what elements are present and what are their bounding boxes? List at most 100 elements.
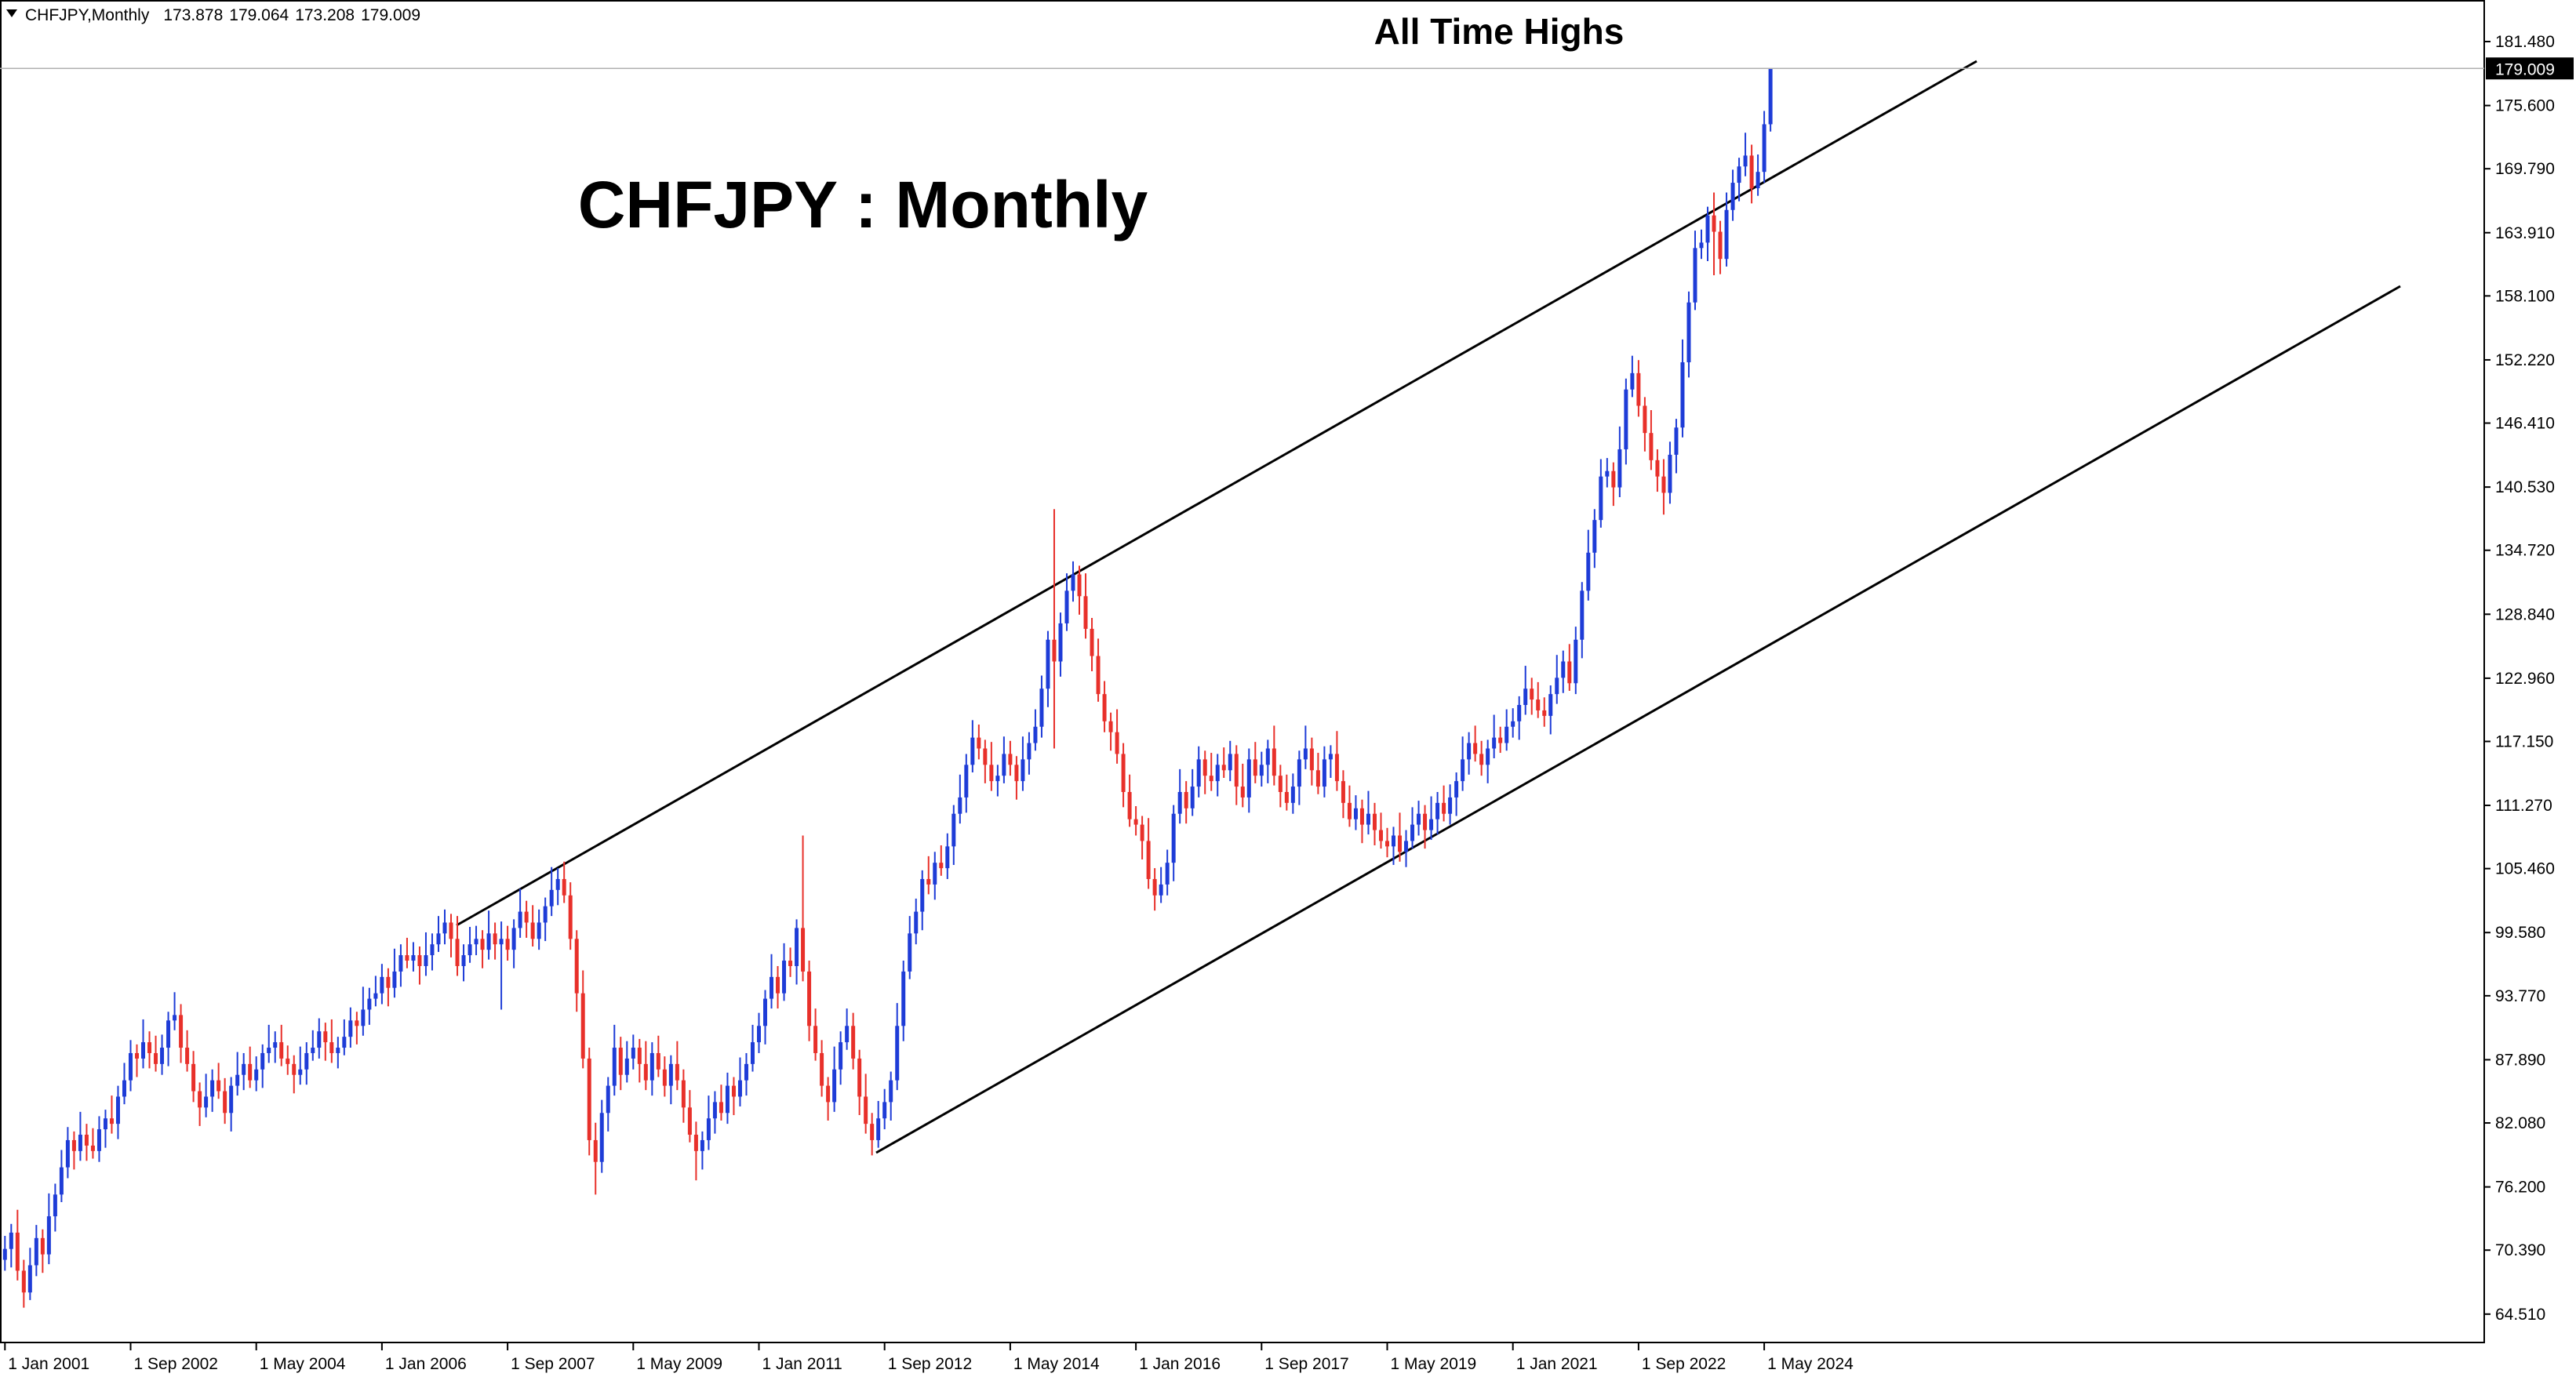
candle-body [1052, 639, 1057, 662]
candle-body [1090, 628, 1094, 656]
candle-body [373, 993, 378, 999]
candle-body [135, 1052, 140, 1059]
y-tick-label: 134.720 [2495, 542, 2555, 560]
candle-body [1417, 813, 1421, 825]
candle-body [731, 1085, 736, 1097]
candle-body [945, 846, 950, 869]
x-tick-label: 1 Sep 2007 [511, 1355, 595, 1373]
y-tick-label: 64.510 [2495, 1306, 2545, 1324]
candle-body [90, 1145, 95, 1151]
candle-body [958, 797, 962, 814]
candle-body [1039, 688, 1044, 727]
candle-body [84, 1135, 89, 1146]
candle-body [1768, 68, 1773, 125]
candle-body [449, 922, 453, 939]
x-tick-label: 1 May 2009 [636, 1355, 722, 1373]
x-tick-label: 1 Jan 2021 [1516, 1355, 1598, 1373]
candle-body [933, 863, 937, 885]
candle-body [411, 955, 416, 961]
candle-body [1737, 166, 1741, 183]
x-tick-label: 1 Sep 2002 [134, 1355, 218, 1373]
candle-body [631, 1048, 635, 1059]
candle-body [1165, 863, 1170, 885]
candle-body [115, 1096, 120, 1124]
candle-body [1322, 759, 1326, 787]
candle-body [96, 1129, 101, 1151]
candle-body [1705, 215, 1710, 243]
candle-body [260, 1052, 265, 1070]
candle-body [1649, 433, 1654, 460]
chart-header: CHFJPY,Monthly 173.878 179.064 173.208 179.0… [25, 6, 420, 24]
candle-body [1133, 819, 1138, 825]
candle-body [1152, 878, 1157, 896]
candle-body [1221, 765, 1226, 771]
candle-body [505, 939, 510, 950]
candle-body [1668, 454, 1672, 493]
candle-body [1108, 721, 1113, 732]
candle-body [750, 1042, 755, 1064]
candle-body [78, 1135, 82, 1151]
candle-body [951, 813, 956, 847]
candle-body [1567, 661, 1572, 684]
candle-body [1240, 787, 1245, 797]
candle-body [668, 1063, 673, 1086]
candle-body [939, 863, 944, 869]
candle-body [147, 1042, 152, 1053]
candle-body [254, 1069, 259, 1081]
candle-body [543, 906, 548, 923]
candle-body [1655, 460, 1660, 477]
candle-body [1511, 721, 1515, 727]
candle-body [580, 993, 585, 1059]
x-tick-label: 1 May 2024 [1767, 1355, 1854, 1373]
candle-body [229, 1085, 234, 1114]
candle-body [442, 922, 447, 934]
y-tick-label: 163.910 [2495, 224, 2555, 242]
candle-body [1643, 405, 1647, 434]
candle-body [643, 1063, 648, 1081]
y-tick-label: 111.270 [2495, 797, 2552, 815]
candle-body [1353, 808, 1358, 819]
candle-body [480, 939, 485, 950]
y-tick-label: 82.080 [2495, 1114, 2545, 1132]
candle-body [493, 933, 497, 945]
candle-body [198, 1091, 202, 1108]
candle-body [46, 1216, 51, 1255]
candle-body [914, 911, 919, 934]
y-tick-label: 76.200 [2495, 1179, 2545, 1197]
candle-body [983, 748, 988, 765]
y-tick-label: 122.960 [2495, 670, 2555, 688]
candle-body [267, 1048, 271, 1053]
candle-body [549, 889, 554, 906]
candle-body [1686, 302, 1691, 362]
symbol: CHFJPY,Monthly [25, 6, 150, 24]
candle-body [776, 976, 780, 994]
candle-body [1536, 699, 1541, 710]
candle-body [870, 1124, 875, 1140]
candle-body [1077, 574, 1082, 597]
candle-body [191, 1063, 196, 1092]
candle-body [1448, 797, 1453, 814]
candle-body [1630, 372, 1635, 390]
candle-body [1530, 688, 1534, 700]
candle-body [361, 1009, 366, 1026]
candle-body [329, 1042, 334, 1053]
candle-body [103, 1118, 107, 1130]
candle-body [807, 971, 812, 1026]
candle-body [1693, 248, 1697, 303]
candle-body [1290, 787, 1295, 803]
candle-body [1008, 754, 1013, 765]
candle-body [1190, 787, 1195, 808]
candle-body [845, 1026, 850, 1043]
candle-body [1561, 661, 1566, 678]
candle-body [468, 944, 472, 956]
candle-body [298, 1069, 303, 1075]
candle-body [59, 1167, 64, 1195]
y-tick-label: 99.580 [2495, 924, 2545, 942]
candle-body [1002, 754, 1006, 776]
candle-body [719, 1102, 723, 1114]
candle-body [574, 939, 579, 994]
candle-body [1467, 743, 1472, 760]
candle-body [889, 1080, 893, 1103]
candle-body [71, 1139, 76, 1151]
